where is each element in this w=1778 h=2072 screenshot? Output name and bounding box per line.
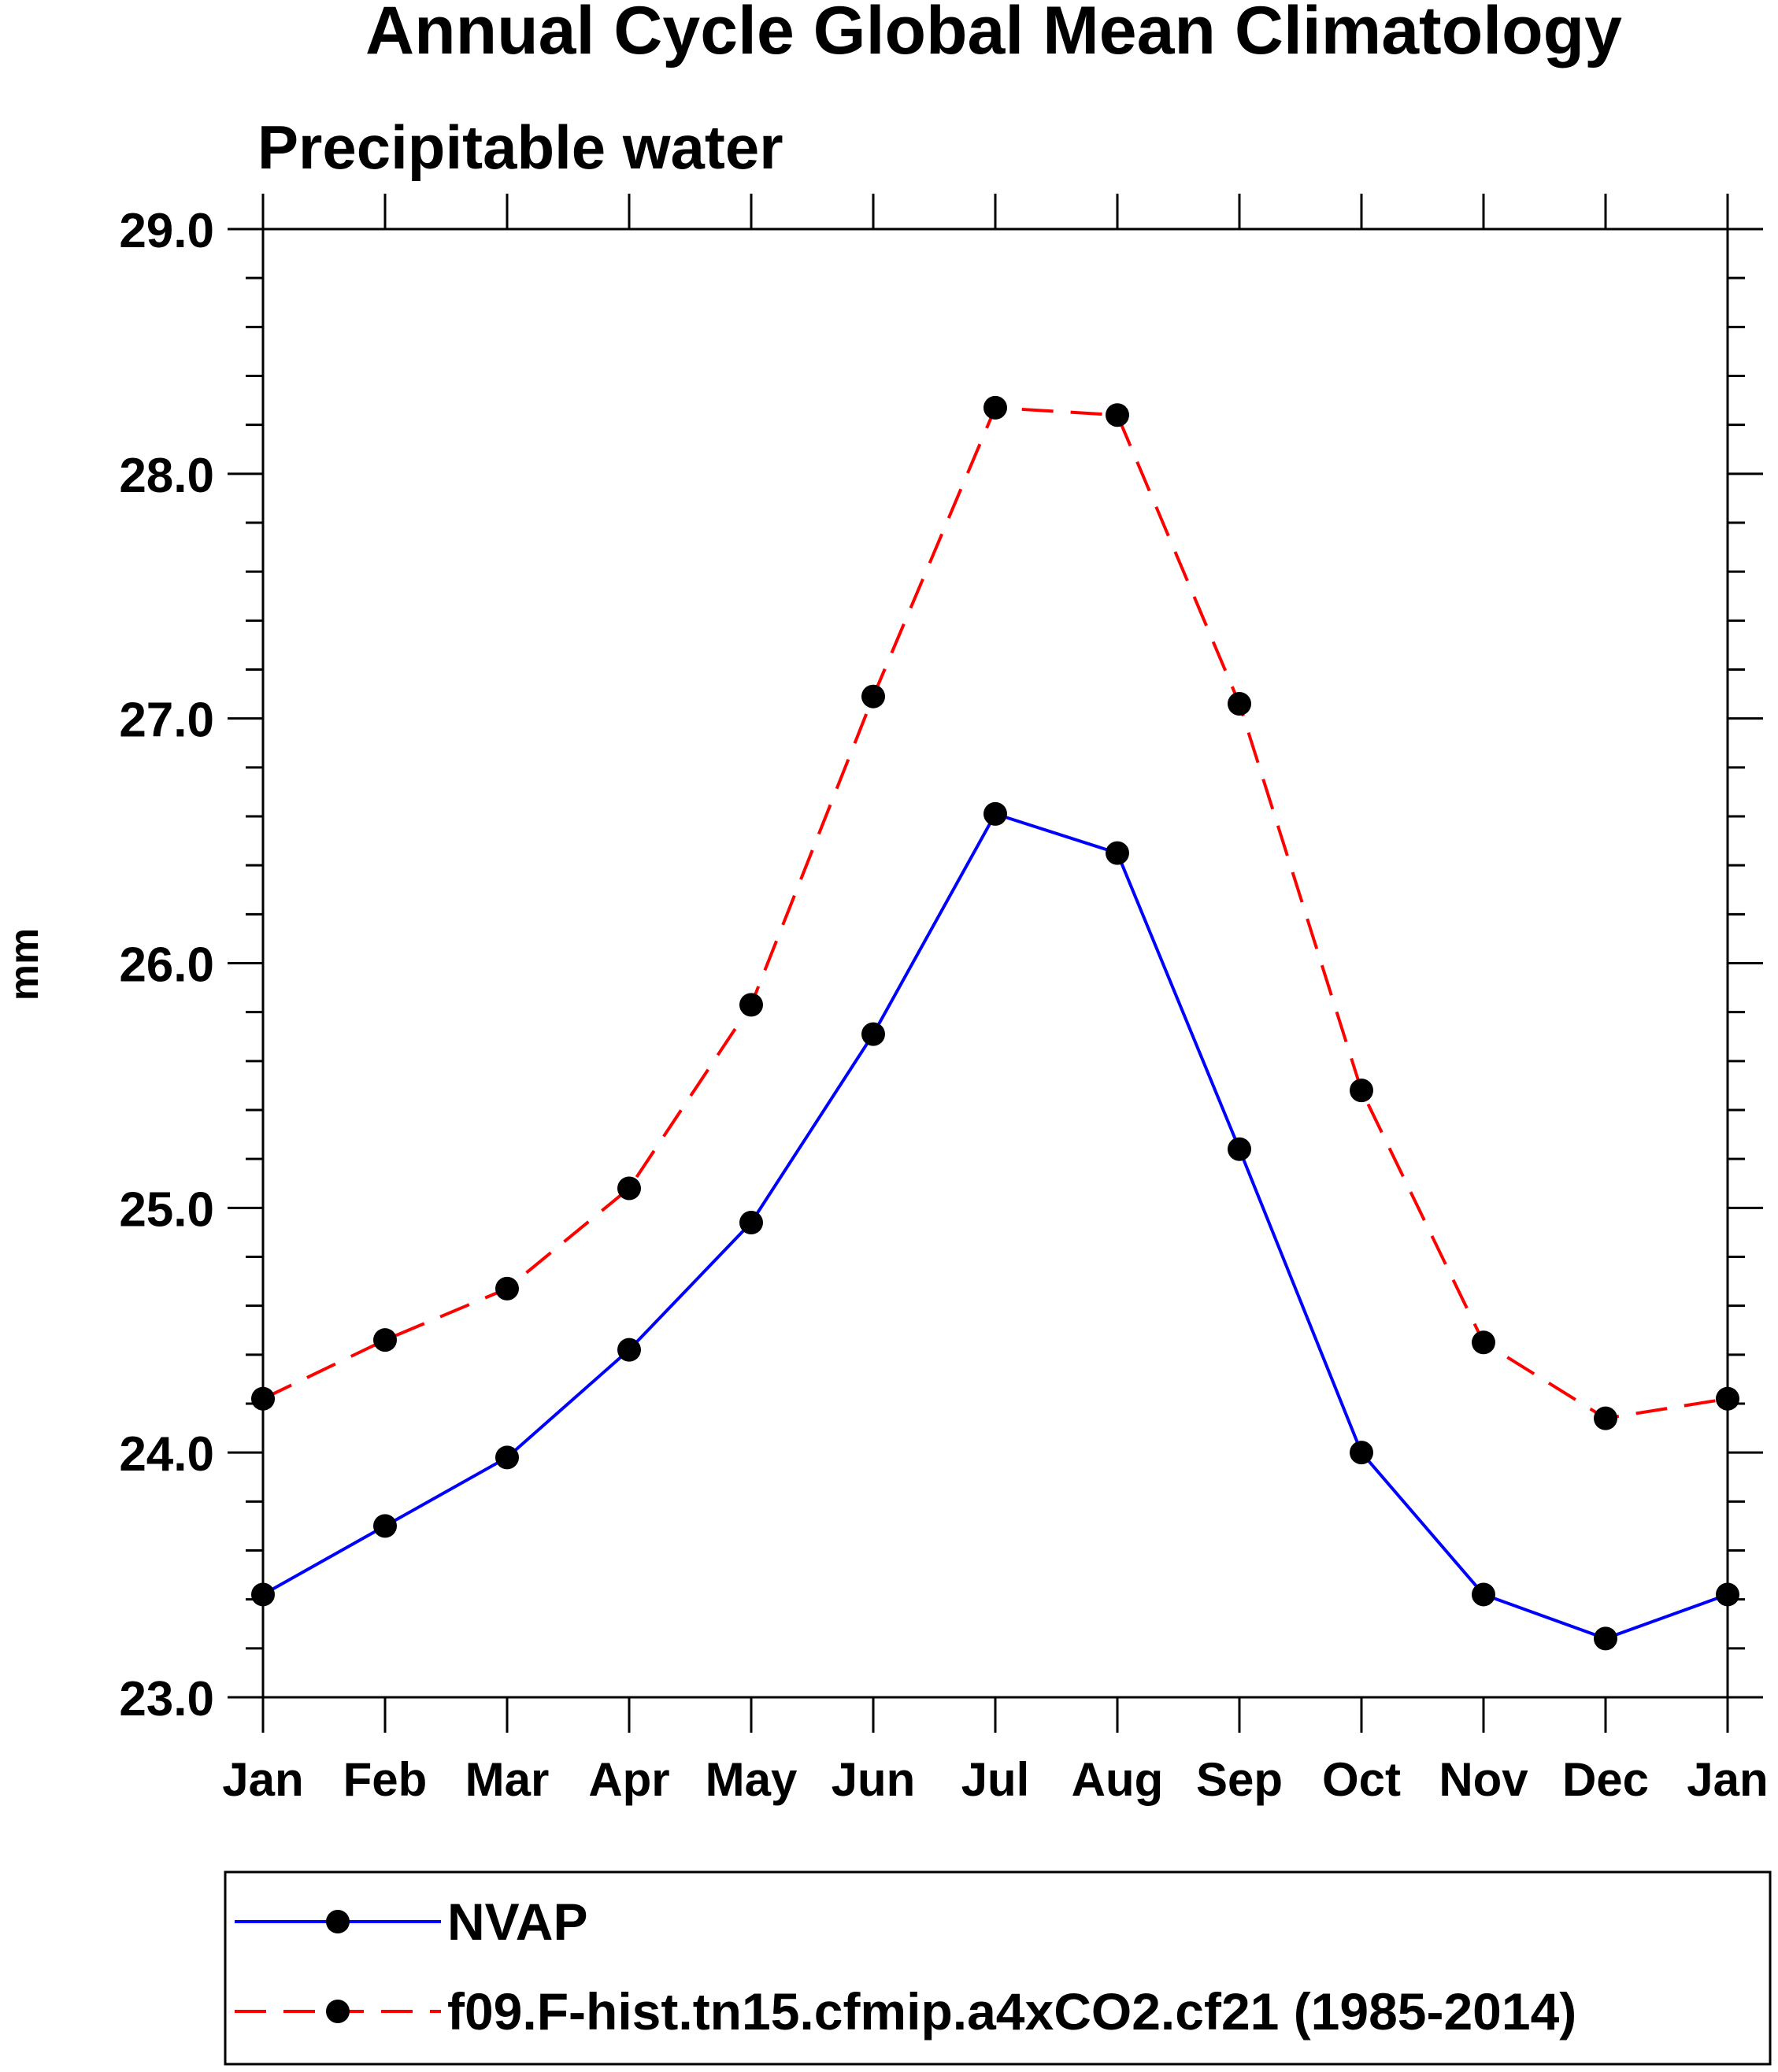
series-0-point [1106, 841, 1129, 865]
series-0-point [373, 1514, 397, 1538]
x-tick-label: Jul [961, 1753, 1030, 1806]
x-tick-label: May [706, 1753, 798, 1806]
series-0-point [1716, 1582, 1739, 1607]
x-tick-label: Mar [465, 1753, 550, 1806]
x-tick-label: Sep [1196, 1753, 1283, 1806]
x-tick-labels: Jan Feb Mar Apr May Jun Jul Aug Sep Oct Nov Dec Jan [222, 1753, 1768, 1806]
legend-label-nvap: NVAP [447, 1893, 587, 1951]
y-tick-label: 24.0 [119, 1427, 214, 1482]
legend-label-model: f09.F-hist.tn15.cfmip.a4xCO2.cf21 (1985-… [447, 1982, 1576, 2041]
x-tick-label: Jun [832, 1753, 916, 1806]
minor-ticks [246, 276, 1745, 1650]
chart-title: Annual Cycle Global Mean Climatology [365, 0, 1622, 68]
x-tick-label: Jan [222, 1753, 303, 1806]
legend-marker-nvap [326, 1910, 350, 1933]
series-0-point [983, 801, 1007, 826]
series-0-point [617, 1338, 641, 1362]
series-1-point [1106, 403, 1129, 427]
series-line-0 [262, 812, 1728, 1641]
y-tick-label: 25.0 [119, 1182, 214, 1237]
series-0-point [251, 1582, 275, 1607]
series-1-point [251, 1386, 275, 1411]
series-1-point [1472, 1330, 1495, 1355]
legend-box [224, 1870, 1772, 2066]
legend-marker-model [326, 2000, 350, 2023]
legend: NVAP f09.F-hist.tn15.cfmip.a4xCO2.cf21 (… [224, 1870, 1772, 2066]
series-1-point [617, 1176, 641, 1201]
series-0-point [1472, 1582, 1495, 1607]
series-1-point [1228, 692, 1251, 716]
series-line-1 [262, 405, 1728, 1420]
x-tick-label: Nov [1439, 1753, 1528, 1806]
series-1-point [1350, 1079, 1373, 1103]
series-1-point [1716, 1386, 1739, 1411]
plot-frame [261, 228, 1729, 1699]
series-1-point [373, 1328, 397, 1352]
y-tick-label: 26.0 [119, 938, 214, 993]
series-0-point [495, 1445, 519, 1470]
series-0-point [1350, 1441, 1373, 1465]
y-tick-label: 23.0 [119, 1672, 214, 1726]
series-1-point [861, 684, 885, 709]
y-tick-label: 28.0 [119, 449, 214, 503]
x-tick-label: Jan [1687, 1753, 1768, 1806]
x-tick-label: Apr [588, 1753, 669, 1806]
series-0-point [1594, 1626, 1617, 1651]
y-axis-label: mm [2, 928, 47, 1001]
y-tick-label: 29.0 [119, 204, 214, 258]
series-1-point [495, 1276, 519, 1301]
y-tick-labels: 23.0 24.0 25.0 26.0 27.0 28.0 29.0 [119, 204, 214, 1726]
x-tick-label: Feb [343, 1753, 428, 1806]
series-0-point [739, 1210, 763, 1234]
x-tick-label: Aug [1072, 1753, 1164, 1806]
chart-subtitle: Precipitable water [257, 113, 783, 182]
major-ticks [228, 194, 1763, 1733]
y-tick-label: 27.0 [119, 694, 214, 748]
x-tick-label: Dec [1562, 1753, 1649, 1806]
series-1-point [983, 395, 1007, 420]
series-1-point [1594, 1406, 1617, 1430]
series-1-point [739, 993, 763, 1017]
series-0-point [1228, 1137, 1251, 1161]
series-layer [251, 395, 1739, 1651]
x-tick-label: Oct [1322, 1753, 1401, 1806]
series-0-point [861, 1022, 885, 1046]
